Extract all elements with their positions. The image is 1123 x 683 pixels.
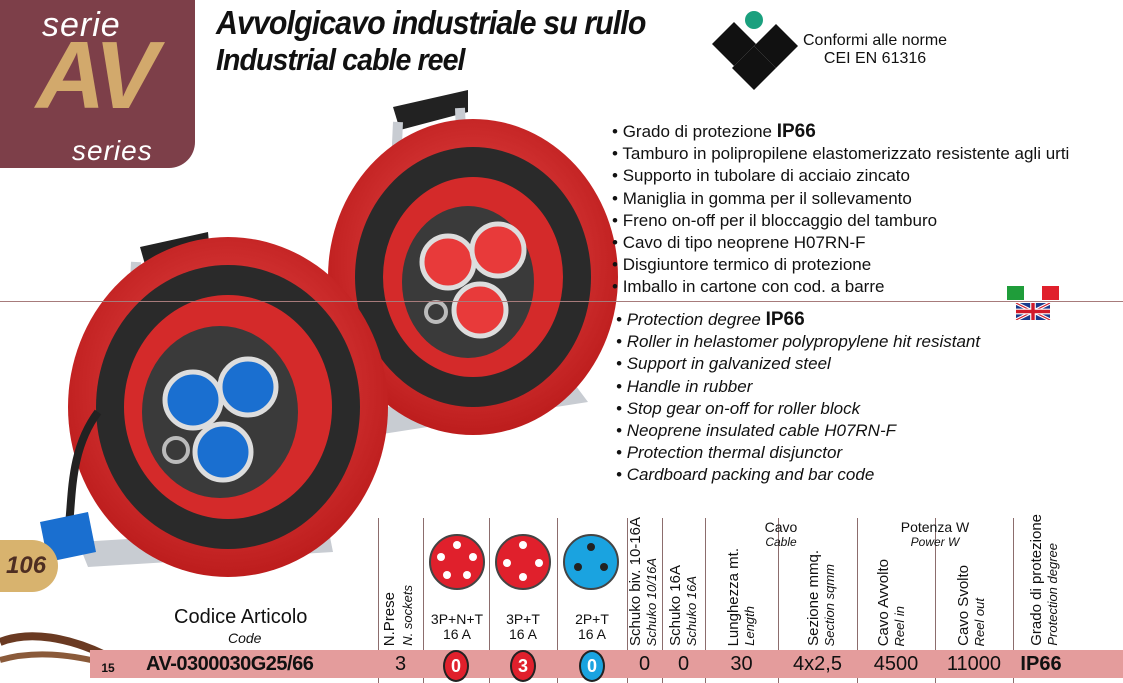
col-divider — [662, 518, 663, 683]
feature-en-8: Cardboard packing and bar code — [616, 464, 980, 486]
title-italian: Avvolgicavo industriale su rullo — [216, 4, 646, 41]
plug-2pt-label: 2P+T 16 A — [575, 611, 609, 642]
title-english: Industrial cable reel — [216, 42, 465, 77]
feature-en-7: Protection thermal disjunctor — [616, 442, 980, 464]
feature-it-3: Supporto in tubolare di acciaio zincato — [612, 165, 1069, 187]
reel-in-header: Cavo Avvolto Reel in — [875, 558, 907, 646]
sockets-header: N.Prese N. sockets — [381, 585, 415, 646]
norms-line1: Conformi alle norme — [803, 32, 948, 49]
col-divider — [857, 518, 858, 683]
row-length: 30 — [730, 653, 753, 675]
length-header: Lunghezza mt. Length — [725, 547, 757, 646]
col-divider — [423, 518, 424, 683]
feature-en-4: Handle in rubber — [616, 376, 980, 398]
badge-serie: serie — [42, 6, 121, 44]
row-p1: 0 — [443, 650, 469, 682]
feature-it-7: Disgiuntore termico di protezione — [612, 254, 1069, 276]
feature-it-4: Maniglia in gomma per il sollevamento — [612, 188, 1069, 210]
ip-header: Grado di protezione Protection degree — [1028, 514, 1060, 646]
feature-en-3: Support in galvanized steel — [616, 353, 980, 375]
page-number: 106 — [6, 552, 47, 579]
row-reel-in: 4500 — [873, 653, 919, 675]
table-row — [90, 650, 1123, 678]
col-divider — [778, 518, 779, 683]
italian-flag-icon — [1007, 286, 1059, 300]
col-divider — [705, 518, 706, 683]
features-italian: Grado di protezione IP66 Tamburo in poli… — [612, 121, 1069, 299]
feature-it-2: Tamburo in polipropilene elastomerizzato… — [612, 143, 1069, 165]
row-sockets: 3 — [394, 653, 407, 675]
schuko-biv-header: Schuko biv. 10-16A Schuko 10/16A — [627, 517, 659, 646]
feature-en-6: Neoprene insulated cable H07RN-F — [616, 420, 980, 442]
row-reel-out: 11000 — [946, 653, 1002, 675]
row-ip: IP66 — [1020, 653, 1062, 675]
feature-en-2: Roller in helastomer polypropylene hit r… — [616, 331, 980, 353]
row-index: 15 — [101, 661, 115, 675]
cable-group-header: Cavo Cable — [764, 519, 798, 550]
cei-logo-icon — [712, 11, 798, 90]
row-section: 4x2,5 — [793, 653, 842, 675]
norms-text: Conformi alle norme CEI EN 61316 — [803, 32, 947, 68]
plug-3pnt-icon — [429, 534, 485, 590]
norms-line2: CEI EN 61316 — [823, 50, 927, 67]
col-divider — [1013, 518, 1014, 683]
schuko16-header: Schuko 16A Schuko 16A — [667, 565, 699, 646]
page-number-tab: 106 — [0, 540, 58, 592]
reel-out-header: Cavo Svolto Reel out — [955, 565, 987, 646]
series-badge: serie AV series — [0, 0, 195, 168]
row-schuko16: 0 — [677, 653, 690, 675]
plug-3pnt-label: 3P+N+T 16 A — [430, 611, 484, 642]
row-schuko-biv: 0 — [638, 653, 651, 675]
features-english: Protection degree IP66 Roller in helasto… — [616, 309, 980, 487]
badge-series: series — [72, 135, 153, 166]
plug-3pt-label: 3P+T 16 A — [506, 611, 540, 642]
col-divider — [627, 518, 628, 683]
col-divider — [489, 518, 490, 683]
section-divider — [0, 301, 1123, 302]
feature-en-5: Stop gear on-off for roller block — [616, 398, 980, 420]
feature-it-8: Imballo in cartone con cod. a barre — [612, 276, 1069, 298]
code-header: Codice Articolo — [174, 606, 308, 628]
plug-3pt-icon — [495, 534, 551, 590]
feature-it-6: Cavo di tipo neoprene H07RN-F — [612, 232, 1069, 254]
row-p2: 3 — [510, 650, 536, 682]
power-group-header: Potenza W Power W — [900, 519, 970, 550]
code-header-en: Code — [228, 630, 262, 646]
row-p3: 0 — [579, 650, 605, 682]
feature-it-1: Grado di protezione IP66 — [612, 121, 1069, 143]
plug-2pt-icon — [563, 534, 619, 590]
cable-reel-illustration — [40, 90, 618, 577]
section-header: Sezione mmq. Section sqmm — [805, 550, 837, 646]
uk-flag-icon — [1015, 303, 1051, 320]
col-divider — [557, 518, 558, 683]
col-divider — [935, 518, 936, 683]
feature-it-5: Freno on-off per il bloccaggio del tambu… — [612, 210, 1069, 232]
badge-av: AV — [36, 22, 158, 129]
row-code: AV-0300030G25/66 — [146, 653, 314, 675]
col-divider — [378, 518, 379, 683]
feature-en-1: Protection degree IP66 — [616, 309, 980, 331]
